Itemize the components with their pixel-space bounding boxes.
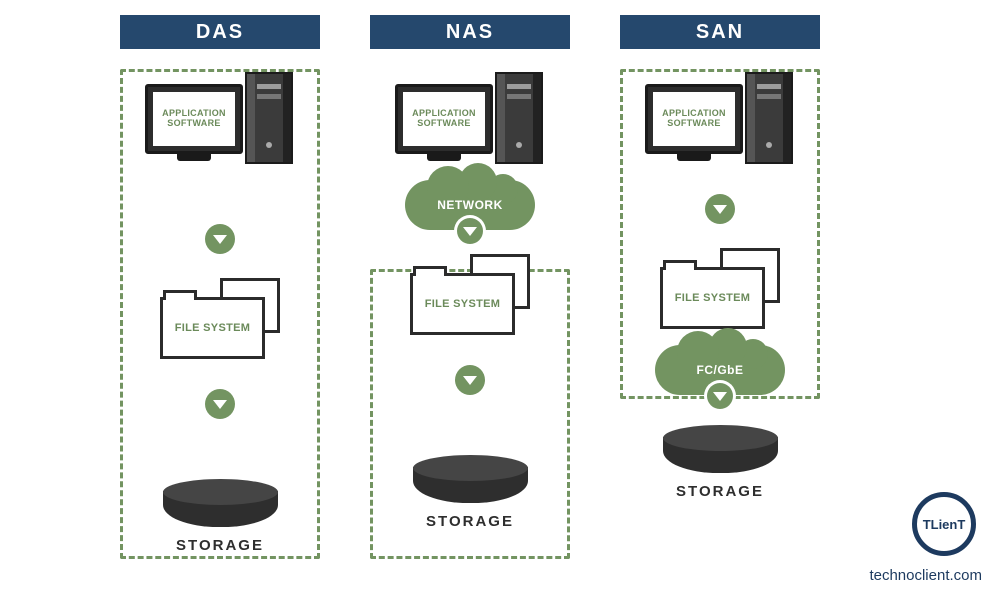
computer-icon: APPLICATION SOFTWARE <box>645 69 795 164</box>
cloud-label-network: NETWORK <box>437 198 503 212</box>
arrow-down-icon <box>205 389 235 419</box>
application-label: APPLICATION SOFTWARE <box>162 109 226 129</box>
computer-icon: APPLICATION SOFTWARE <box>395 69 545 164</box>
arrow-down-icon <box>455 365 485 395</box>
column-das: DAS APPLICATION SOFTWARE FILE SYSTEM STO… <box>110 15 330 554</box>
filesystem-label: FILE SYSTEM <box>175 322 250 334</box>
stack-nas: APPLICATION SOFTWARE NETWORK FILE SYSTEM… <box>395 61 545 530</box>
computer-icon: APPLICATION SOFTWARE <box>145 69 295 164</box>
header-nas: NAS <box>370 15 570 49</box>
storage-label: STORAGE <box>176 537 264 554</box>
arrow-down-icon <box>457 218 483 244</box>
storage-icon <box>413 455 528 503</box>
storage-icon <box>663 425 778 473</box>
brand-logo-text: TLienT <box>923 517 966 532</box>
application-label: APPLICATION SOFTWARE <box>412 109 476 129</box>
header-das: DAS <box>120 15 320 49</box>
filesystem-label: FILE SYSTEM <box>675 292 750 304</box>
arrow-down-icon <box>707 383 733 409</box>
column-san: SAN APPLICATION SOFTWARE FILE SYSTEM FC/… <box>610 15 830 554</box>
stack-san: APPLICATION SOFTWARE FILE SYSTEM FC/GbE … <box>645 61 795 500</box>
header-san: SAN <box>620 15 820 49</box>
watermark-text: technoclient.com <box>869 567 982 584</box>
arrow-down-icon <box>705 194 735 224</box>
filesystem-icon: FILE SYSTEM <box>660 254 780 329</box>
diagram-columns: DAS APPLICATION SOFTWARE FILE SYSTEM STO… <box>0 0 1000 554</box>
brand-logo-icon: TLienT <box>912 492 976 556</box>
fc-gbe-cloud-icon: FC/GbE <box>655 345 785 395</box>
storage-icon <box>163 479 278 527</box>
network-cloud-icon: NETWORK <box>405 180 535 230</box>
storage-label: STORAGE <box>426 513 514 530</box>
filesystem-icon: FILE SYSTEM <box>410 260 530 335</box>
stack-das: APPLICATION SOFTWARE FILE SYSTEM STORAGE <box>145 61 295 554</box>
column-nas: NAS APPLICATION SOFTWARE NETWORK FILE SY… <box>360 15 580 554</box>
filesystem-icon: FILE SYSTEM <box>160 284 280 359</box>
storage-label: STORAGE <box>676 483 764 500</box>
arrow-down-icon <box>205 224 235 254</box>
application-label: APPLICATION SOFTWARE <box>662 109 726 129</box>
cloud-label-fcgbe: FC/GbE <box>697 363 744 377</box>
filesystem-label: FILE SYSTEM <box>425 298 500 310</box>
